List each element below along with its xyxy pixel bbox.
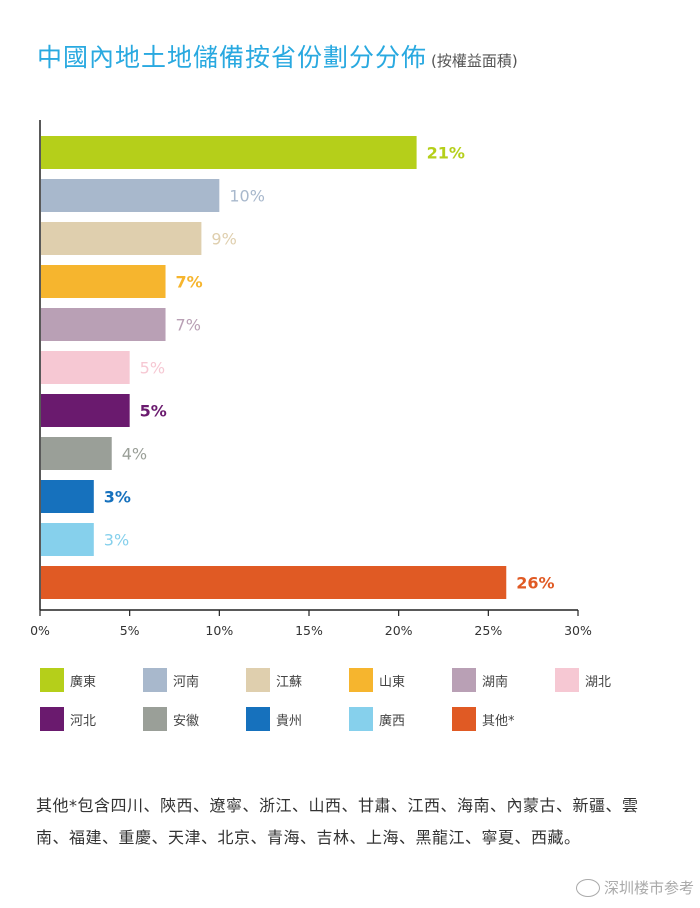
legend-label: 山東 (379, 674, 406, 690)
chart-subtitle: (按權益面積) (431, 52, 518, 70)
legend-item: 貴州 (246, 707, 302, 731)
bar-江蘇 (41, 222, 202, 255)
bar-value-label: 7% (176, 316, 201, 335)
x-tick-label: 0% (30, 623, 50, 638)
legend-swatch (349, 707, 373, 731)
legend-label: 湖北 (585, 674, 612, 690)
chart-title: 中國內地土地儲備按省份劃分分佈 (37, 43, 428, 72)
legend-swatch (452, 668, 476, 692)
bar-value-label: 21% (427, 144, 465, 163)
footnote: 其他*包含四川、陝西、遼寧、浙江、山西、甘肅、江西、海南、內蒙古、新疆、雲南、福… (36, 796, 639, 847)
legend-item: 河北 (40, 707, 96, 731)
legend-item: 山東 (349, 668, 405, 692)
bar-河南 (41, 179, 220, 212)
legend-item: 安徽 (143, 707, 199, 731)
legend-label: 江蘇 (276, 674, 303, 690)
legend-swatch (143, 668, 167, 692)
legend-label: 其他* (482, 713, 515, 729)
x-tick-label: 20% (385, 623, 413, 638)
legend-label: 河南 (173, 674, 200, 690)
x-tick-label: 25% (474, 623, 502, 638)
legend-swatch (40, 668, 64, 692)
watermark: 深圳楼市参考 (575, 877, 694, 898)
legend-swatch (246, 707, 270, 731)
bar-value-label: 7% (176, 273, 203, 292)
legend-label: 安徽 (173, 713, 200, 729)
legend-swatch (143, 707, 167, 731)
bar-value-label: 10% (229, 187, 265, 206)
bar-value-label: 3% (104, 531, 129, 550)
bar-value-label: 5% (140, 402, 167, 421)
weibo-icon (575, 878, 600, 897)
legend-label: 河北 (70, 713, 97, 729)
bar-value-label: 5% (140, 359, 165, 378)
legend-item: 江蘇 (246, 668, 302, 692)
watermark-text: 深圳楼市参考 (603, 879, 694, 897)
bar-value-label: 26% (516, 574, 554, 593)
bar-value-label: 9% (211, 230, 236, 249)
x-tick-label: 30% (564, 623, 592, 638)
bar-安徽 (41, 437, 112, 470)
legend-item: 河南 (143, 668, 199, 692)
x-tick-label: 10% (205, 623, 233, 638)
bar-其他* (41, 566, 507, 599)
legend-item: 湖北 (555, 668, 611, 692)
legend-label: 廣西 (379, 713, 406, 729)
legend-label: 湖南 (482, 674, 509, 690)
bar-廣西 (41, 523, 94, 556)
legend-swatch (40, 707, 64, 731)
legend-swatch (246, 668, 270, 692)
bar-湖南 (41, 308, 166, 341)
bar-chart: 0% 5% 10% 15% 20% 25% 30% 21% 10% 9% 7% 7% 5% 5% 4% 3% 3… (30, 120, 592, 638)
legend-label: 廣東 (70, 674, 97, 690)
bar-貴州 (41, 480, 94, 513)
bar-河北 (41, 394, 130, 427)
bar-value-label: 4% (122, 445, 147, 464)
chart-title-row: 中國內地土地儲備按省份劃分分佈 (按權益面積) (37, 38, 518, 74)
legend-item: 湖南 (452, 668, 508, 692)
bar-value-label: 3% (104, 488, 131, 507)
legend-item: 廣東 (40, 668, 96, 692)
legend-swatch (349, 668, 373, 692)
bar-湖北 (41, 351, 130, 384)
legend-swatch (555, 668, 579, 692)
x-tick-label: 5% (120, 623, 140, 638)
legend-item: 廣西 (349, 707, 405, 731)
legend-label: 貴州 (276, 713, 303, 729)
bar-山東 (41, 265, 166, 298)
x-tick-label: 15% (295, 623, 323, 638)
legend-item: 其他* (452, 707, 515, 731)
legend-swatch (452, 707, 476, 731)
bar-廣東 (41, 136, 417, 169)
